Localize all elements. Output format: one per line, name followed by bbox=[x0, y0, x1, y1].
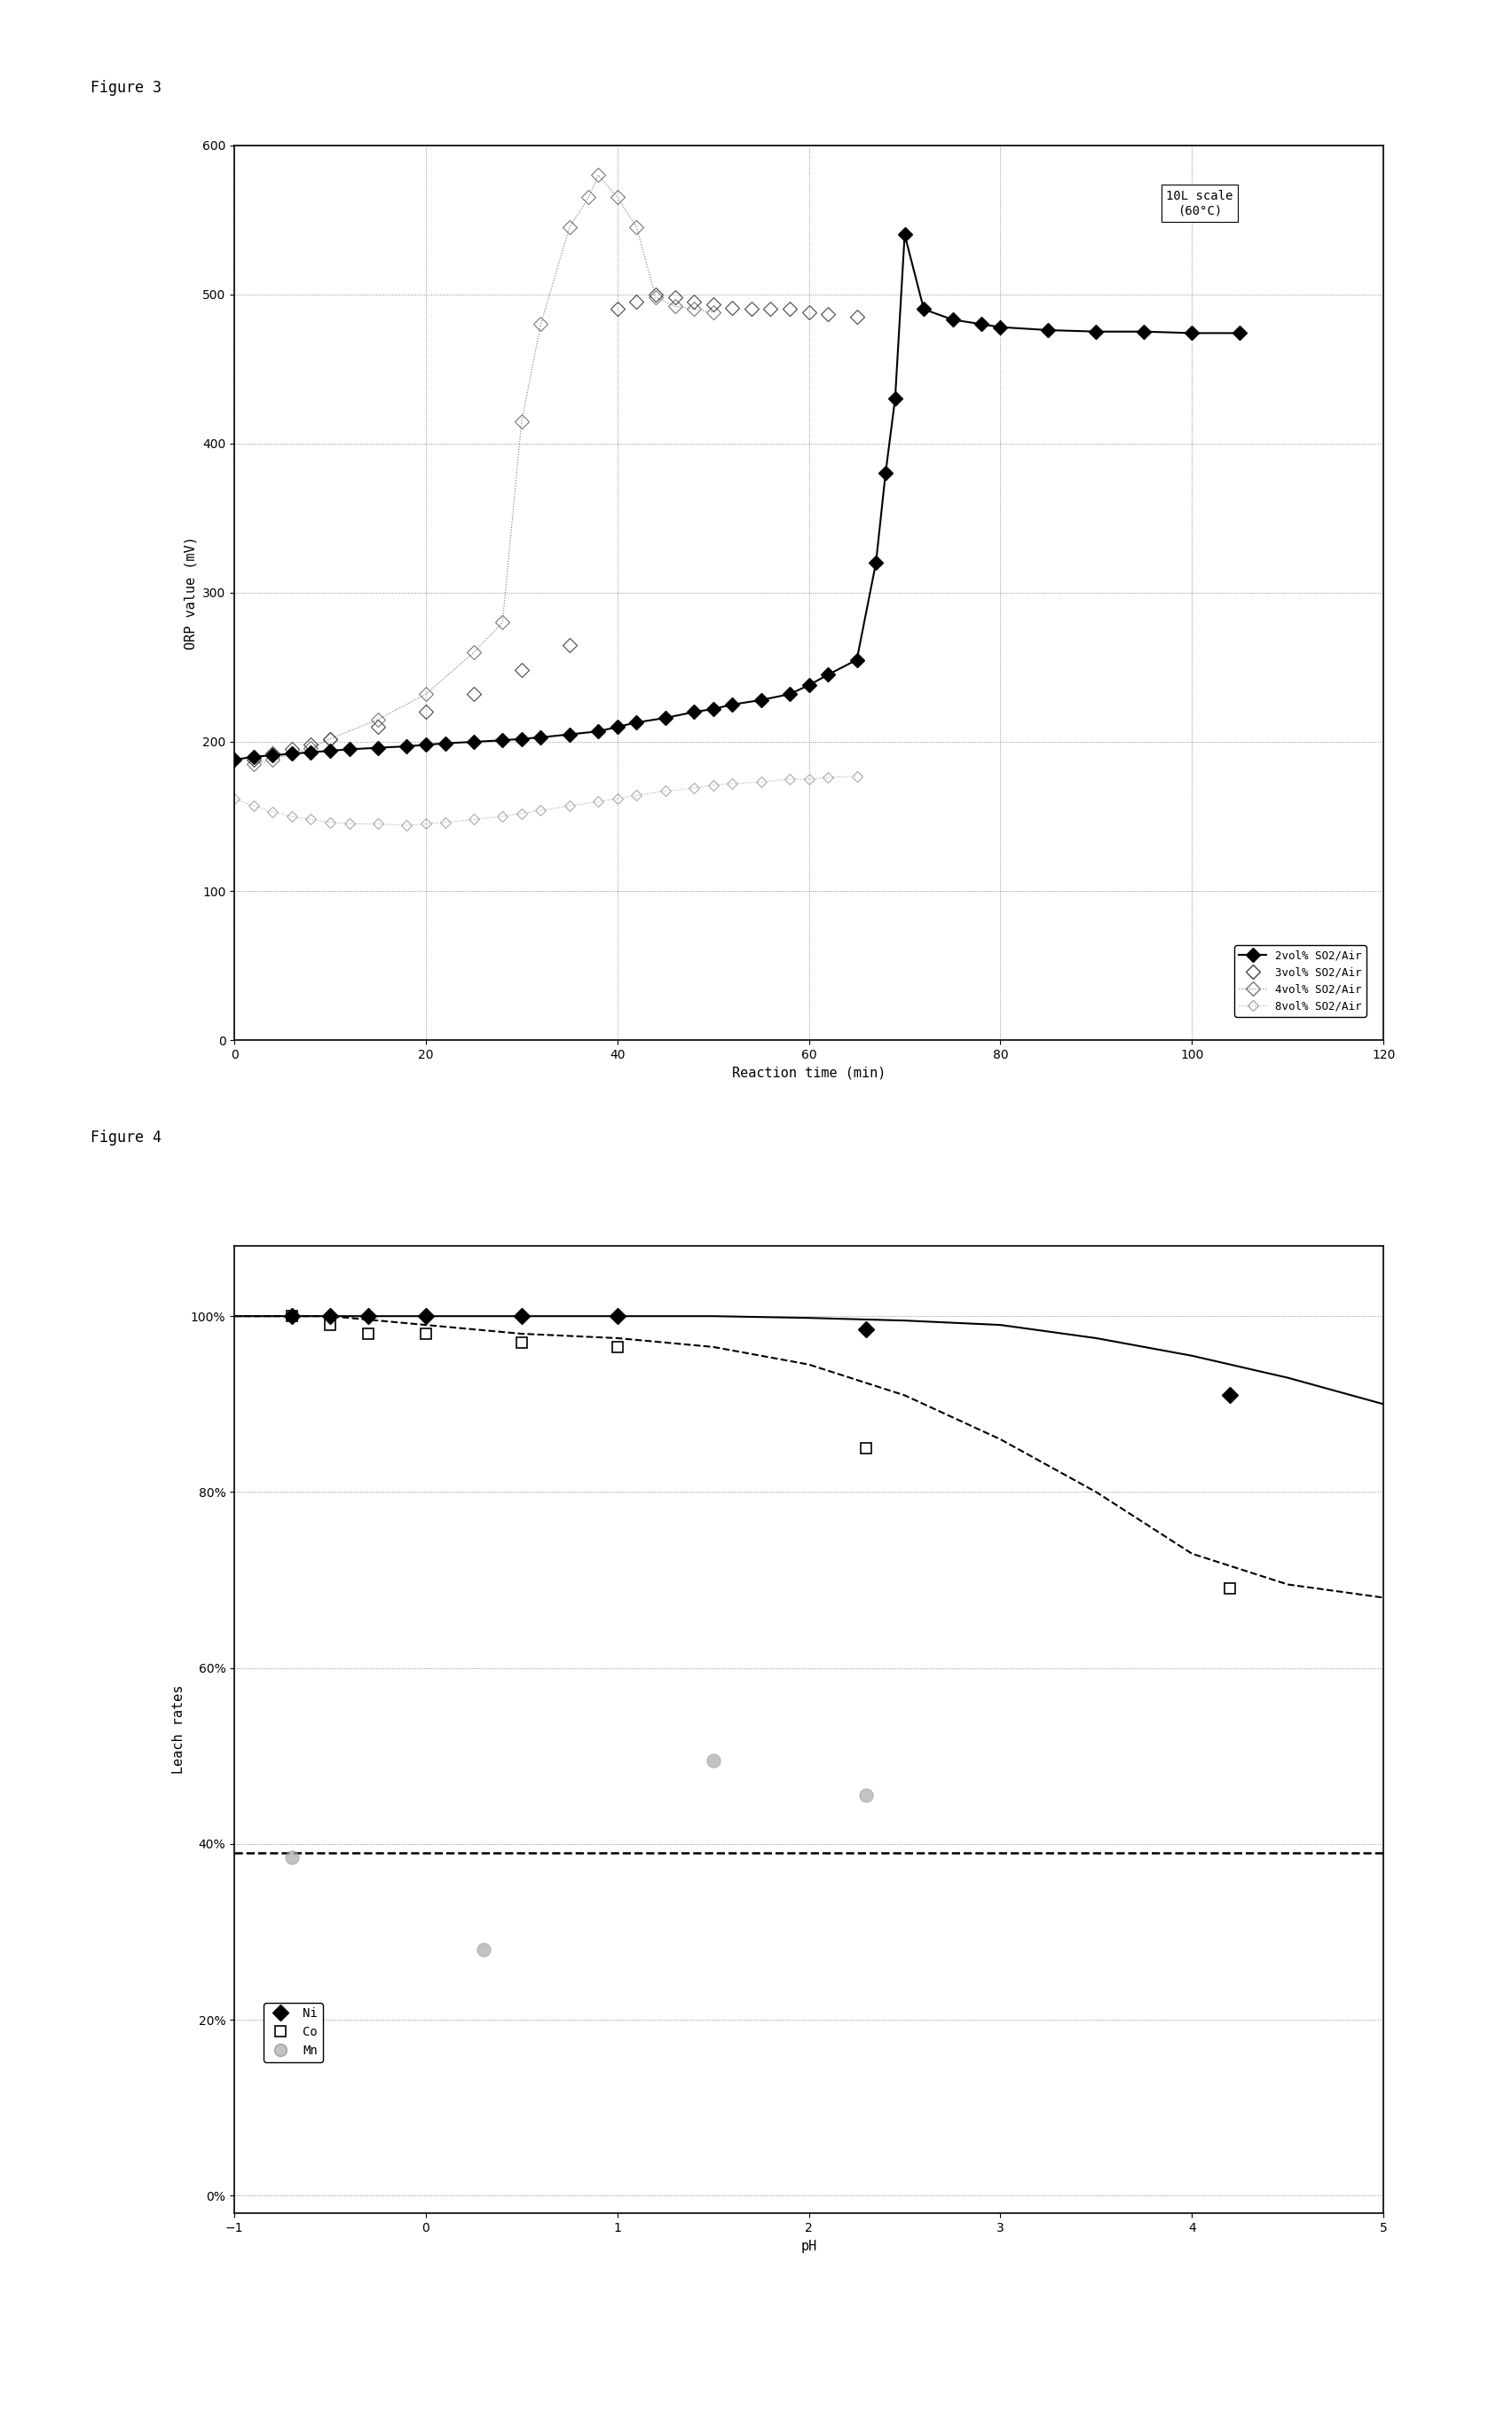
X-axis label: pH: pH bbox=[801, 2240, 816, 2252]
Y-axis label: Leach rates: Leach rates bbox=[172, 1686, 186, 1773]
X-axis label: Reaction time (min): Reaction time (min) bbox=[732, 1067, 886, 1079]
Legend: Ni, Co, Mn: Ni, Co, Mn bbox=[263, 2003, 322, 2061]
Legend: 2vol% SO2/Air, 3vol% SO2/Air, 4vol% SO2/Air, 8vol% SO2/Air: 2vol% SO2/Air, 3vol% SO2/Air, 4vol% SO2/… bbox=[1234, 946, 1367, 1016]
Text: 10L scale
(60°C): 10L scale (60°C) bbox=[1166, 189, 1234, 218]
Text: Figure 3: Figure 3 bbox=[91, 80, 162, 97]
Text: Figure 4: Figure 4 bbox=[91, 1130, 162, 1147]
Y-axis label: ORP value (mV): ORP value (mV) bbox=[184, 537, 198, 648]
